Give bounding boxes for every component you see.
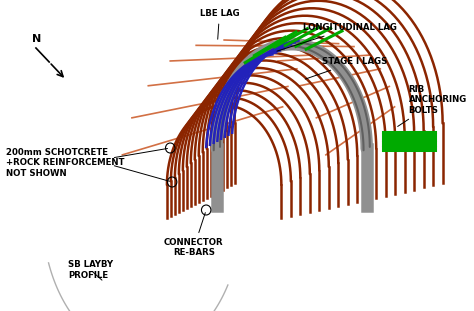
Text: STAGE I LAGS: STAGE I LAGS [305, 58, 387, 79]
Text: N: N [32, 34, 41, 44]
Text: CONNECTOR
RE-BARS: CONNECTOR RE-BARS [164, 213, 224, 258]
Text: RIB
ANCHORING
BOLTS: RIB ANCHORING BOLTS [398, 85, 467, 127]
Text: SB LAYBY
PROFILE: SB LAYBY PROFILE [68, 260, 113, 280]
Text: LONGITUDINAL LAG: LONGITUDINAL LAG [277, 24, 397, 51]
Text: LBE LAG: LBE LAG [200, 10, 239, 39]
Text: 200mm SCHOTCRETE
+ROCK REINFORCEMENT
NOT SHOWN: 200mm SCHOTCRETE +ROCK REINFORCEMENT NOT… [6, 148, 124, 178]
